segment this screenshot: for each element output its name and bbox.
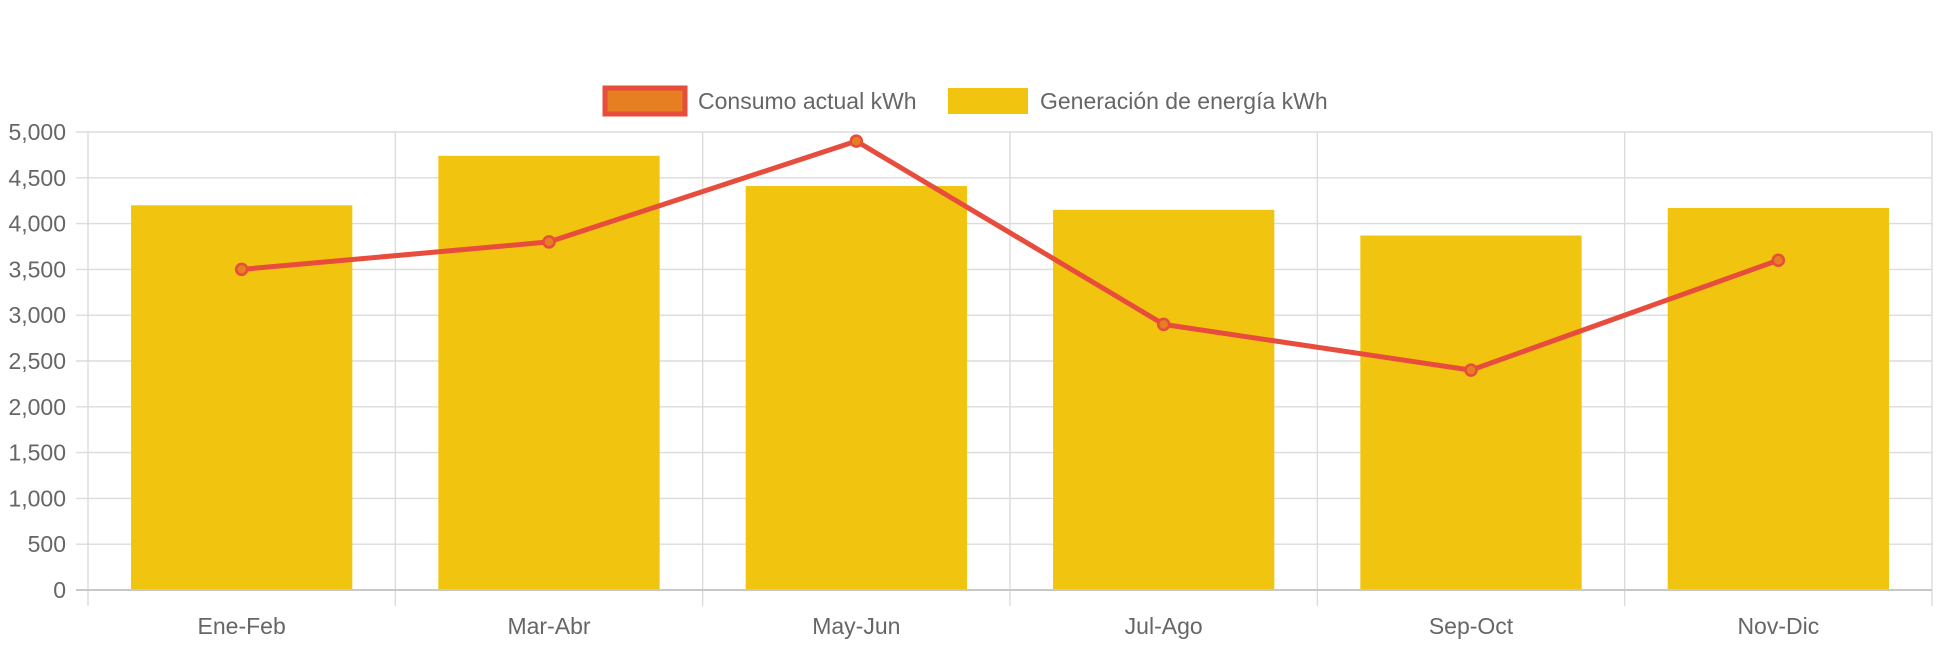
line-point-consumo[interactable] [1464,363,1478,377]
line-point-consumo[interactable] [1156,317,1171,332]
bar-generacion[interactable] [745,186,967,590]
y-tick-label: 2,000 [8,394,66,420]
legend-item-consumo[interactable]: Consumo actual kWh [602,85,917,117]
x-tick-label: May-Jun [812,613,900,639]
y-tick-label: 2,500 [8,348,66,374]
legend-item-generacion[interactable]: Generación de energía kWh [948,88,1328,114]
y-tick-label: 5,000 [8,119,66,145]
x-tick-label: Ene-Feb [198,613,286,639]
line-point-consumo[interactable] [234,262,249,277]
legend-swatch-generacion [948,88,1028,114]
x-tick-label: Sep-Oct [1429,613,1514,639]
bar-generacion[interactable] [1667,208,1889,590]
y-tick-label: 4,500 [8,165,66,191]
x-tick-label: Mar-Abr [507,613,590,639]
grid-layer [76,131,1933,606]
y-tick-label: 500 [28,531,66,557]
bar-generacion[interactable] [438,155,660,591]
y-tick-label: 1,000 [8,485,66,511]
y-tick-label: 1,500 [8,440,66,466]
bar-generacion[interactable] [1360,235,1582,590]
x-tick-label: Jul-Ago [1125,613,1203,639]
line-point-consumo[interactable] [1771,253,1786,267]
line-consumo [239,138,1781,373]
legend-label-consumo: Consumo actual kWh [698,88,917,114]
line-point-consumo[interactable] [849,134,864,148]
legend-swatch-consumo [602,85,688,117]
legend[interactable]: Consumo actual kWh Generación de energía … [602,85,1328,117]
axis-layer: 0 500 1,000 1,500 2,000 2,500 3,000 3,500 4,000 4… [8,119,1932,639]
line-point-consumo[interactable] [542,235,556,249]
line-layer [234,134,1786,377]
y-tick-label: 3,500 [8,256,66,282]
y-tick-label: 3,000 [8,302,66,328]
y-tick-label: 4,000 [8,211,66,237]
x-tick-label: Nov-Dic [1737,613,1819,639]
legend-label-generacion: Generación de energía kWh [1040,88,1328,114]
bar-generacion[interactable] [1053,209,1275,591]
y-tick-label: 0 [53,577,66,603]
bars-layer [131,155,1889,591]
